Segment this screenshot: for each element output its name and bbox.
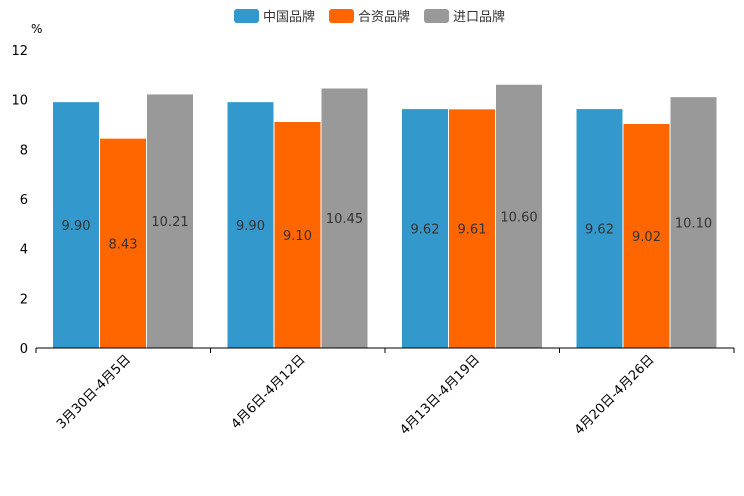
bar-2-1 — [100, 138, 146, 348]
y-tick-label: 6 — [20, 193, 28, 208]
legend-swatch-2[interactable] — [329, 9, 354, 23]
bar-value-label: 9.90 — [62, 219, 91, 234]
bar-value-label: 10.10 — [675, 217, 712, 232]
bar-2-3 — [449, 109, 495, 348]
bar-value-label: 9.90 — [236, 219, 265, 234]
y-axis-unit-label: % — [31, 22, 42, 36]
y-tick-label: 12 — [11, 44, 28, 59]
bar-value-label: 10.21 — [151, 215, 188, 230]
bar-value-label: 8.43 — [109, 237, 138, 252]
bar-value-label: 10.60 — [500, 210, 537, 225]
legend-label-3: 进口品牌 — [453, 9, 505, 25]
x-tick-label: 4月6日-4月12日 — [229, 352, 309, 432]
bar-3-1 — [147, 94, 193, 349]
bar-1-4 — [576, 109, 623, 348]
y-tick-label: 2 — [20, 292, 28, 307]
bar-2-4 — [623, 124, 670, 349]
bar-1-2 — [227, 102, 274, 349]
bars: 9.90 8.43 10.21 9.90 9.10 10.45 9.62 9.61 10.60 9… — [53, 84, 717, 349]
bar-2-2 — [274, 122, 321, 349]
legend-label-1: 中国品牌 — [263, 9, 315, 25]
bar-1-3 — [402, 109, 448, 348]
bar-value-label: 9.61 — [458, 223, 487, 238]
legend-label-2: 合资品牌 — [358, 9, 410, 25]
x-axis: 3月30日-4月5日 4月6日-4月12日 4月13日-4月19日 4月20日-4月2… — [35, 347, 735, 438]
bar-1-1 — [53, 102, 99, 349]
y-tick-label: 0 — [20, 342, 28, 357]
bar-value-label: 9.62 — [585, 223, 614, 238]
bar-3-4 — [670, 97, 717, 348]
y-axis: 0 2 4 6 8 10 12 — [11, 44, 28, 357]
bar-value-label: 9.10 — [283, 229, 312, 244]
y-tick-label: 10 — [11, 94, 28, 109]
legend: 中国品牌 合资品牌 进口品牌 — [234, 9, 505, 25]
y-tick-label: 4 — [20, 243, 28, 258]
bar-value-label: 9.02 — [632, 230, 661, 245]
legend-swatch-3[interactable] — [424, 9, 449, 23]
y-tick-label: 8 — [20, 143, 28, 158]
bar-3-2 — [321, 88, 368, 348]
bar-3-3 — [496, 84, 542, 349]
x-tick-label: 3月30日-4月5日 — [54, 352, 134, 432]
bar-value-label: 10.45 — [326, 212, 363, 227]
legend-swatch-1[interactable] — [234, 9, 259, 23]
bar-value-label: 9.62 — [411, 223, 440, 238]
x-tick-label: 4月20日-4月26日 — [572, 352, 658, 438]
x-tick-label: 4月13日-4月19日 — [397, 352, 483, 438]
